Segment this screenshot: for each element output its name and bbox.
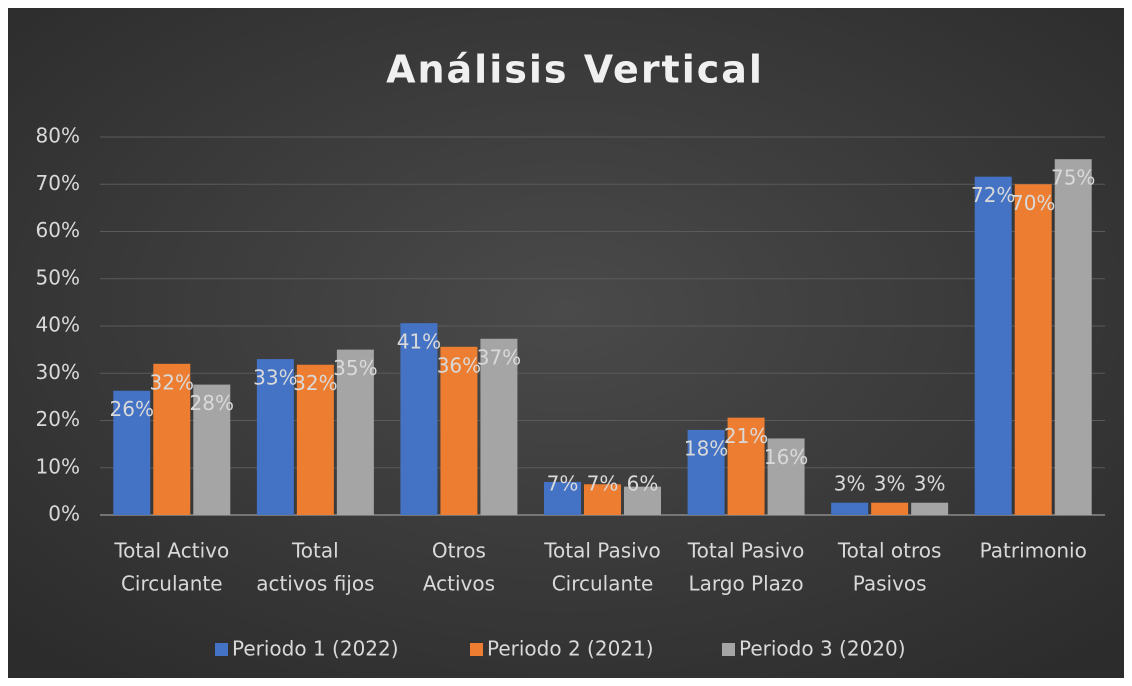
legend-label: Periodo 1 (2022) (232, 637, 399, 661)
bar (1014, 184, 1052, 515)
chart-background (8, 8, 1124, 678)
data-label: 32% (150, 370, 194, 394)
bar (193, 384, 231, 515)
data-label: 7% (587, 472, 619, 496)
y-tick-label: 20% (36, 407, 80, 431)
data-label: 36% (437, 353, 481, 377)
x-tick-label: activos fijos (256, 572, 374, 596)
y-tick-label: 40% (36, 313, 80, 337)
bar (480, 338, 518, 515)
data-label: 70% (1011, 191, 1055, 215)
bar (584, 484, 621, 515)
y-tick-label: 60% (36, 218, 80, 242)
data-label: 21% (724, 424, 768, 448)
bar (911, 502, 949, 515)
data-label: 37% (477, 345, 521, 369)
bar (440, 346, 478, 515)
y-tick-label: 0% (48, 502, 80, 526)
bar (624, 486, 661, 515)
bar (153, 363, 191, 515)
chart-title: Análisis Vertical (386, 48, 764, 92)
legend-label: Periodo 2 (2021) (487, 637, 654, 661)
legend-label: Periodo 3 (2020) (739, 637, 906, 661)
data-label: 7% (547, 472, 579, 496)
data-label: 18% (684, 436, 728, 460)
data-label: 6% (627, 472, 659, 496)
x-tick-label: Circulante (552, 572, 654, 596)
bar (871, 502, 909, 515)
data-label: 35% (333, 356, 377, 380)
data-label: 75% (1051, 166, 1095, 190)
bar (336, 349, 374, 515)
bar (256, 359, 294, 515)
bar (113, 390, 151, 515)
x-tick-label: Largo Plazo (688, 572, 803, 596)
bar (831, 502, 869, 515)
x-tick-label: Total Activo (113, 539, 229, 563)
legend-swatch (722, 643, 735, 656)
data-label: 3% (874, 472, 906, 496)
data-label: 3% (914, 472, 946, 496)
bar (1054, 159, 1092, 515)
x-tick-label: Circulante (121, 572, 223, 596)
y-tick-label: 70% (36, 171, 80, 195)
data-label: 72% (971, 183, 1015, 207)
data-label: 41% (397, 330, 441, 354)
bar (544, 481, 581, 515)
legend-swatch (215, 643, 228, 656)
x-tick-label: Total (291, 539, 339, 563)
x-tick-label: Total otros (837, 539, 942, 563)
data-label: 3% (834, 472, 866, 496)
bar (400, 323, 438, 515)
bar (767, 438, 805, 515)
y-tick-label: 80% (36, 124, 80, 148)
y-tick-label: 50% (36, 265, 80, 289)
x-tick-label: Activos (423, 572, 495, 596)
y-tick-label: 10% (36, 454, 80, 478)
x-tick-label: Pasivos (853, 572, 927, 596)
data-label: 33% (253, 366, 297, 390)
bar (296, 364, 334, 515)
data-label: 16% (764, 445, 808, 469)
bar (687, 429, 725, 515)
data-label: 32% (293, 371, 337, 395)
bar (727, 417, 765, 515)
data-label: 26% (110, 397, 154, 421)
x-tick-label: Total Pasivo (687, 539, 805, 563)
x-tick-label: Patrimonio (980, 539, 1087, 563)
data-label: 28% (190, 391, 234, 415)
legend-swatch (470, 643, 483, 656)
y-tick-label: 30% (36, 360, 80, 384)
x-tick-label: Otros (432, 539, 486, 563)
x-tick-label: Total Pasivo (543, 539, 661, 563)
bar (974, 176, 1012, 515)
